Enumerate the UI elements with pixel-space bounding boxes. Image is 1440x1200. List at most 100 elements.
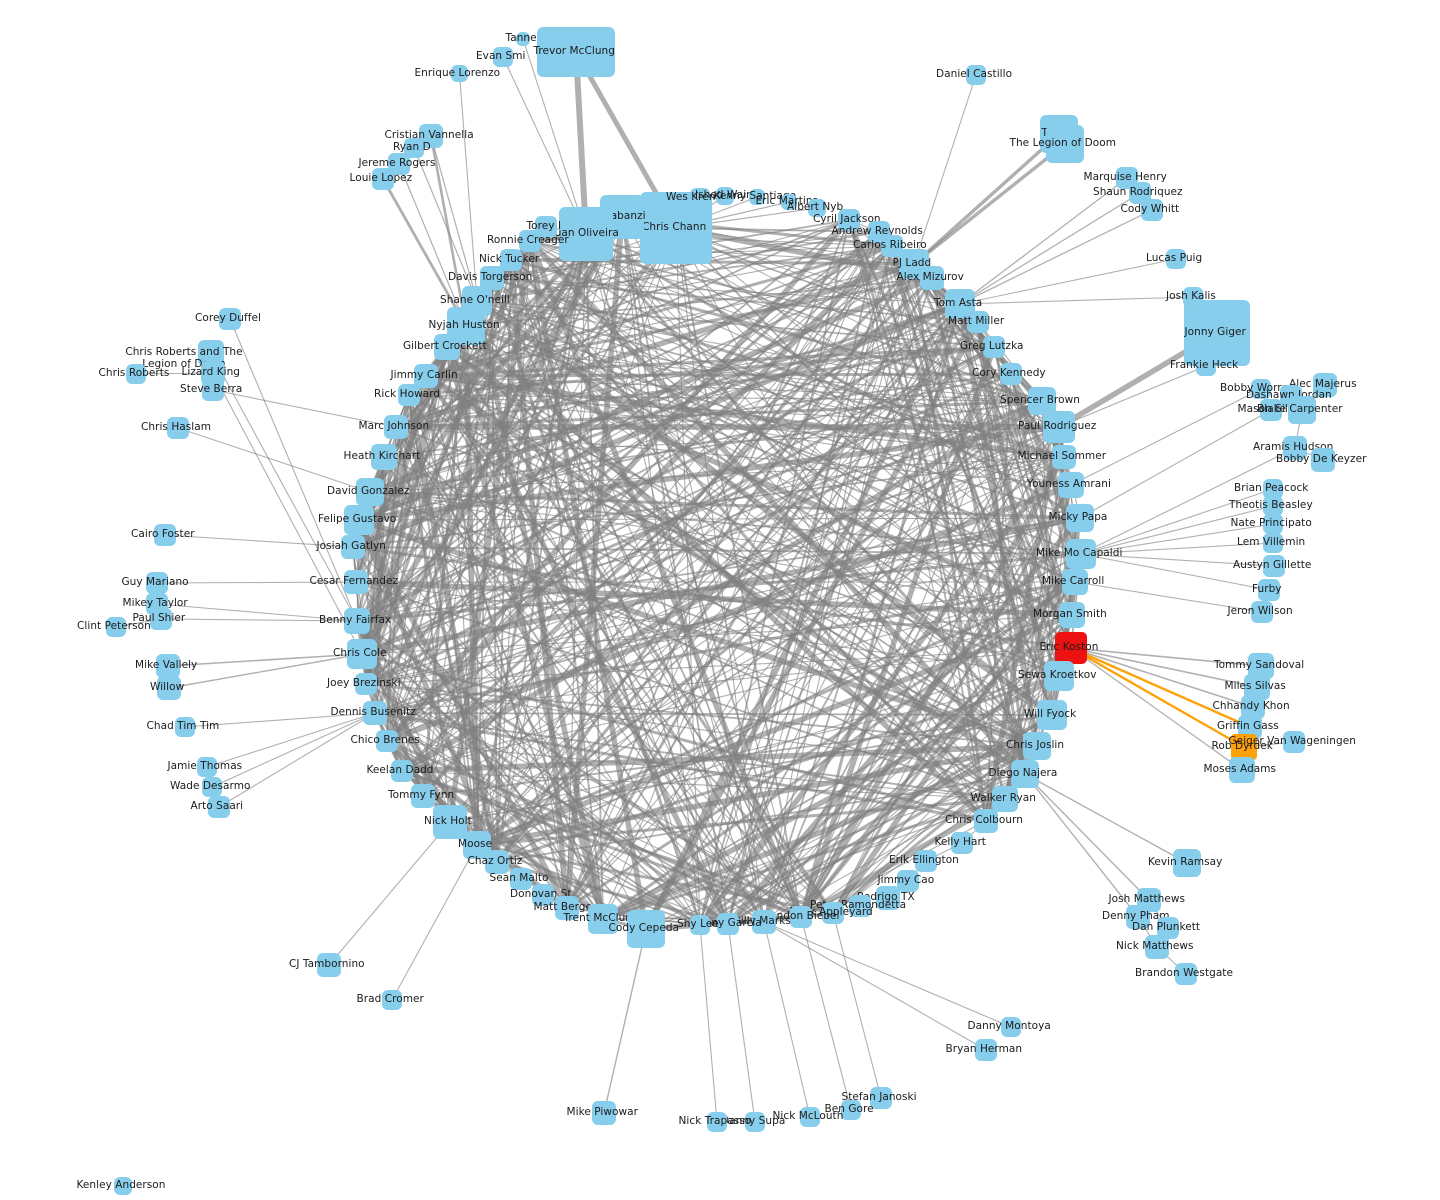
graph-node[interactable] xyxy=(388,153,410,175)
graph-node[interactable] xyxy=(372,168,394,190)
graph-node[interactable] xyxy=(1141,199,1163,221)
graph-node[interactable] xyxy=(588,904,618,934)
graph-node[interactable] xyxy=(433,805,467,839)
graph-node[interactable] xyxy=(363,701,387,725)
graph-node[interactable] xyxy=(881,235,903,257)
graph-node[interactable] xyxy=(1175,963,1197,985)
graph-node[interactable] xyxy=(376,730,398,752)
graph-node[interactable] xyxy=(1126,905,1150,929)
graph-node[interactable] xyxy=(1066,539,1096,569)
graph-node[interactable] xyxy=(1166,249,1186,269)
graph-node[interactable] xyxy=(202,379,224,401)
graph-node[interactable] xyxy=(414,364,438,388)
graph-node[interactable] xyxy=(391,760,413,782)
graph-node[interactable] xyxy=(951,832,973,854)
graph-node[interactable] xyxy=(1251,379,1271,399)
graph-node[interactable] xyxy=(1196,356,1216,376)
graph-node[interactable] xyxy=(371,444,397,470)
graph-node[interactable] xyxy=(1037,700,1067,730)
graph-node[interactable] xyxy=(717,913,739,935)
graph-node[interactable] xyxy=(197,757,217,777)
graph-node[interactable] xyxy=(126,364,146,384)
graph-node[interactable] xyxy=(344,608,370,634)
graph-node[interactable] xyxy=(1313,373,1337,397)
graph-node[interactable] xyxy=(1231,734,1257,760)
graph-node[interactable] xyxy=(516,32,530,46)
graph-node[interactable] xyxy=(1000,363,1022,385)
graph-node[interactable] xyxy=(966,65,986,85)
graph-node[interactable] xyxy=(1258,579,1280,601)
graph-node[interactable] xyxy=(535,216,557,238)
graph-node[interactable] xyxy=(915,850,937,872)
graph-node[interactable] xyxy=(510,868,532,890)
graph-node[interactable] xyxy=(537,27,615,77)
graph-node[interactable] xyxy=(690,915,710,935)
graph-node[interactable] xyxy=(627,910,665,948)
graph-node[interactable] xyxy=(849,895,871,917)
graph-node[interactable] xyxy=(555,896,579,920)
graph-node[interactable] xyxy=(752,910,776,934)
graph-node[interactable] xyxy=(1263,514,1283,534)
graph-node[interactable] xyxy=(106,617,126,637)
graph-node[interactable] xyxy=(347,639,377,669)
graph-node[interactable] xyxy=(1043,411,1075,443)
graph-node[interactable] xyxy=(975,1039,997,1061)
graph-node[interactable] xyxy=(1011,760,1039,788)
graph-node[interactable] xyxy=(532,884,554,906)
graph-node[interactable] xyxy=(355,673,377,695)
graph-node[interactable] xyxy=(317,953,341,977)
graph-node[interactable] xyxy=(404,138,424,158)
graph-node[interactable] xyxy=(167,417,189,439)
graph-node[interactable] xyxy=(356,478,384,506)
graph-node[interactable] xyxy=(1055,632,1087,664)
graph-node[interactable] xyxy=(1173,849,1201,877)
graph-node[interactable] xyxy=(500,249,522,271)
graph-node[interactable] xyxy=(1001,1017,1021,1037)
graph-node[interactable] xyxy=(974,809,998,833)
graph-node[interactable] xyxy=(1263,479,1283,499)
graph-node[interactable] xyxy=(1052,445,1076,469)
graph-node[interactable] xyxy=(749,189,765,205)
graph-node[interactable] xyxy=(519,230,541,252)
graph-node[interactable] xyxy=(870,1087,892,1109)
graph-node[interactable] xyxy=(983,336,1005,358)
graph-node[interactable] xyxy=(219,308,241,330)
graph-node[interactable] xyxy=(398,384,420,406)
graph-node[interactable] xyxy=(559,207,613,261)
graph-node[interactable] xyxy=(485,850,509,874)
graph-node[interactable] xyxy=(202,777,222,797)
graph-node[interactable] xyxy=(1145,935,1169,959)
graph-node[interactable] xyxy=(156,654,180,678)
graph-node[interactable] xyxy=(808,199,826,217)
graph-node[interactable] xyxy=(1260,399,1282,421)
graph-node[interactable] xyxy=(1062,569,1088,595)
graph-node[interactable] xyxy=(493,47,513,67)
graph-node[interactable] xyxy=(1058,472,1084,498)
graph-node[interactable] xyxy=(1044,661,1074,691)
graph-node[interactable] xyxy=(150,608,172,630)
graph-node[interactable] xyxy=(876,886,900,910)
graph-node[interactable] xyxy=(1288,396,1316,424)
graph-node[interactable] xyxy=(690,188,710,208)
graph-node[interactable] xyxy=(1283,731,1305,753)
graph-node[interactable] xyxy=(967,311,989,333)
graph-node[interactable] xyxy=(1028,387,1056,415)
graph-node[interactable] xyxy=(1311,448,1335,472)
graph-node[interactable] xyxy=(1251,601,1273,623)
graph-node[interactable] xyxy=(800,1107,820,1127)
graph-node[interactable] xyxy=(1129,182,1151,204)
graph-node[interactable] xyxy=(344,505,374,535)
graph-node[interactable] xyxy=(154,524,176,546)
graph-node[interactable] xyxy=(920,266,944,290)
graph-node[interactable] xyxy=(745,1112,765,1132)
graph-node[interactable] xyxy=(341,535,365,559)
graph-node[interactable] xyxy=(434,334,460,360)
graph-node[interactable] xyxy=(382,990,402,1010)
graph-node[interactable] xyxy=(1263,555,1285,577)
graph-node[interactable] xyxy=(157,676,181,700)
graph-node[interactable] xyxy=(1157,917,1179,939)
graph-node[interactable] xyxy=(992,786,1018,812)
graph-node[interactable] xyxy=(175,717,195,737)
graph-node[interactable] xyxy=(1066,504,1094,532)
